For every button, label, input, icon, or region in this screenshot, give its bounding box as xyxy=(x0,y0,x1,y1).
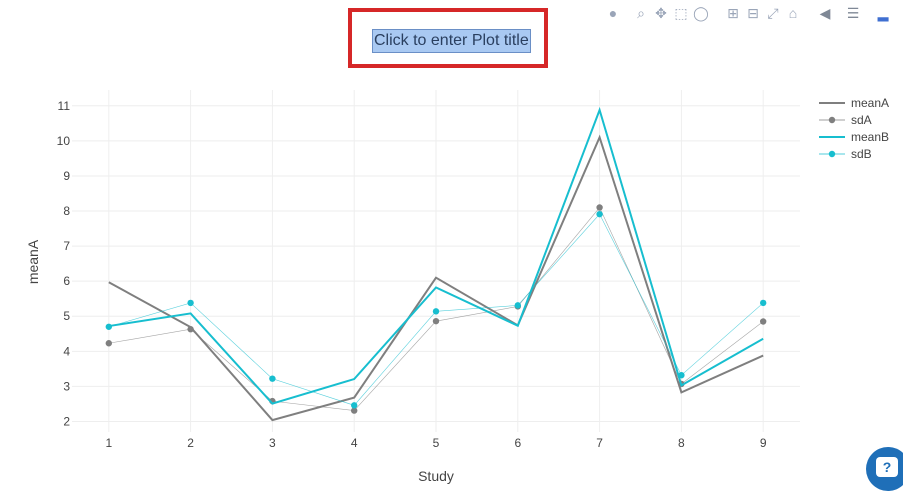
y-tick-label: 4 xyxy=(63,344,70,358)
y-tick-label: 11 xyxy=(58,99,71,113)
series-line-meanB xyxy=(108,106,764,405)
plot-title-placeholder[interactable]: Click to enter Plot title xyxy=(372,29,531,53)
data-point-sdB[interactable] xyxy=(678,371,685,379)
autoscale-icon[interactable]: ⤢ xyxy=(767,5,779,21)
data-point-sdB[interactable] xyxy=(351,402,358,409)
zoom-in-icon[interactable]: ⊞ xyxy=(727,5,739,21)
y-tick-label: 5 xyxy=(63,309,70,323)
camera-icon[interactable]: ● xyxy=(608,5,618,21)
legend-marker xyxy=(828,116,836,124)
box-select-icon[interactable]: ⬚ xyxy=(674,5,688,21)
data-point-sdA[interactable] xyxy=(759,318,767,325)
x-tick-label: 5 xyxy=(433,436,440,450)
x-tick-label: 6 xyxy=(514,436,521,450)
help-chat-button[interactable]: ? xyxy=(866,447,903,491)
y-tick-label: 6 xyxy=(63,274,70,288)
y-tick-label: 2 xyxy=(63,414,70,428)
data-point-sdA[interactable] xyxy=(596,204,603,211)
title-highlight-box xyxy=(348,8,548,68)
data-point-sdB[interactable] xyxy=(269,375,276,382)
legend-label: meanA xyxy=(851,96,889,110)
home-icon[interactable]: ⌂ xyxy=(788,5,798,21)
traces xyxy=(105,106,767,422)
x-tick-label: 4 xyxy=(351,436,358,450)
y-tick-label: 9 xyxy=(63,169,70,183)
x-tick-label: 2 xyxy=(187,436,194,450)
x-axis-title: Study xyxy=(418,468,454,484)
legend-item-sdB[interactable]: sdB xyxy=(819,147,872,161)
y-tick-label: 10 xyxy=(57,134,71,148)
x-tick-label: 3 xyxy=(269,436,276,450)
series-meanA xyxy=(108,134,764,422)
y-tick-label: 8 xyxy=(63,204,70,218)
plotly-logo-icon[interactable]: ▂ xyxy=(877,5,889,21)
x-tick-label: 8 xyxy=(678,436,685,450)
x-tick-label: 7 xyxy=(596,436,603,450)
series-line-meanA xyxy=(108,134,764,422)
legend-item-meanA[interactable]: meanA xyxy=(819,96,889,110)
gridlines xyxy=(72,90,800,432)
lasso-icon[interactable]: ◯ xyxy=(693,5,709,21)
data-point-sdB[interactable] xyxy=(187,299,194,307)
legend-marker xyxy=(828,150,836,158)
data-point-sdB[interactable] xyxy=(105,323,113,330)
pan-icon[interactable]: ✥ xyxy=(655,5,667,21)
hover-compare-icon[interactable]: ☰ xyxy=(846,5,860,21)
legend-label: sdB xyxy=(851,147,872,161)
legend-label: meanB xyxy=(851,130,889,144)
legend-label: sdA xyxy=(851,113,872,127)
series-meanB xyxy=(108,106,764,405)
zoom-icon[interactable]: ⌕ xyxy=(637,5,645,21)
data-point-sdA[interactable] xyxy=(432,317,440,325)
series-sdB xyxy=(105,210,767,409)
data-point-sdB[interactable] xyxy=(432,308,440,315)
data-point-sdA[interactable] xyxy=(187,326,194,333)
data-point-sdA[interactable] xyxy=(105,340,113,347)
legend: meanA sdA meanB sdB xyxy=(819,96,889,161)
data-point-sdB[interactable] xyxy=(759,299,767,307)
data-point-sdB[interactable] xyxy=(514,302,521,309)
legend-item-sdA[interactable]: sdA xyxy=(819,113,872,127)
zoom-out-icon[interactable]: ⊟ xyxy=(747,5,759,21)
hover-closest-icon[interactable]: ◀ xyxy=(819,5,831,21)
x-tick-label: 1 xyxy=(105,436,112,450)
help-icon: ? xyxy=(876,457,898,477)
data-point-sdB[interactable] xyxy=(596,210,603,218)
x-tick-label: 9 xyxy=(760,436,767,450)
y-tick-label: 3 xyxy=(63,379,70,393)
y-axis-title: meanA xyxy=(25,239,41,284)
y-tick-labels: 2 3 4 5 6 7 8 9 10 11 xyxy=(57,99,71,429)
data-point-sdA[interactable] xyxy=(351,407,358,414)
legend-item-meanB[interactable]: meanB xyxy=(819,130,889,144)
x-tick-labels: 1 2 3 4 5 6 7 8 9 xyxy=(105,436,766,450)
y-tick-label: 7 xyxy=(63,239,70,253)
